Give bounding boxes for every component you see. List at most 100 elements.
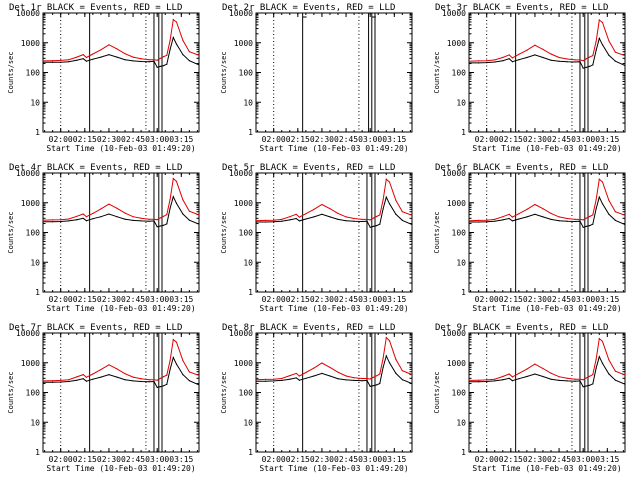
chart-panel: Det 3r BLACK = Events, RED = LLD 1 10 100 10… bbox=[433, 3, 626, 153]
events-data-point bbox=[395, 213, 397, 215]
events-data-point bbox=[526, 375, 528, 378]
x-tick-label: 02:30 bbox=[310, 135, 334, 144]
events-data-point bbox=[382, 208, 384, 210]
events-data-point bbox=[361, 220, 363, 223]
chart-panel: Det 7r BLACK = Events, RED = LLD 1 10 100 10… bbox=[7, 323, 200, 473]
events-data-point bbox=[550, 59, 552, 61]
lld-series-line bbox=[256, 336, 412, 381]
events-data-point bbox=[534, 213, 536, 215]
events-data-point bbox=[175, 202, 178, 204]
y-axis-label: Counts/sec bbox=[433, 211, 441, 253]
lld-data-point bbox=[579, 378, 581, 380]
events-data-point bbox=[388, 362, 391, 364]
y-tick-label: 1 bbox=[35, 448, 40, 457]
events-data-point bbox=[388, 203, 391, 205]
events-data-point bbox=[156, 386, 158, 388]
events-data-point bbox=[68, 380, 70, 383]
lld-data-point bbox=[494, 218, 496, 220]
events-data-point bbox=[198, 384, 199, 386]
lld-data-point bbox=[100, 369, 102, 371]
lld-data-point bbox=[372, 217, 374, 219]
events-data-point bbox=[159, 386, 161, 388]
events-data-point bbox=[614, 379, 617, 381]
lld-data-point bbox=[43, 219, 44, 221]
lld-data-point bbox=[366, 377, 368, 380]
events-data-point bbox=[382, 366, 384, 368]
lld-data-point bbox=[511, 376, 513, 378]
y-tick-label: 100 bbox=[26, 229, 41, 238]
events-data-point bbox=[188, 380, 190, 382]
events-data-point bbox=[566, 220, 568, 222]
events-data-point bbox=[608, 54, 610, 56]
lld-data-point bbox=[566, 377, 568, 379]
lld-series-line bbox=[256, 178, 412, 222]
lld-data-point bbox=[321, 203, 323, 206]
events-data-point bbox=[76, 219, 78, 221]
y-axis-label: Counts/sec bbox=[220, 211, 228, 253]
lld-data-point bbox=[148, 59, 150, 61]
events-data-point bbox=[486, 62, 488, 64]
lld-data-point bbox=[508, 54, 510, 56]
lld-series-line bbox=[469, 337, 625, 381]
lld-data-point bbox=[159, 57, 161, 59]
lld-data-point bbox=[82, 374, 84, 376]
lld-data-point bbox=[43, 60, 44, 62]
plot-frame bbox=[255, 172, 413, 293]
lld-data-point bbox=[526, 368, 528, 370]
chart-panel: Det 1r BLACK = Events, RED = LLD 1 10 100 10… bbox=[7, 3, 200, 153]
y-tick-label: 100 bbox=[26, 69, 41, 78]
lld-data-point bbox=[172, 19, 174, 21]
events-data-point bbox=[60, 220, 62, 223]
lld-data-point bbox=[92, 53, 94, 55]
events-data-point bbox=[574, 380, 576, 382]
events-data-point bbox=[76, 59, 78, 61]
lld-data-point bbox=[85, 56, 87, 59]
chart-panel: Det 8r BLACK = Events, RED = LLD 1 10 100 10… bbox=[220, 323, 413, 473]
x-tick-label: 02:00 bbox=[475, 135, 499, 144]
lld-data-point bbox=[166, 374, 168, 376]
events-data-point bbox=[369, 385, 371, 387]
events-data-point bbox=[353, 379, 355, 381]
events-data-point bbox=[411, 224, 412, 226]
events-data-point bbox=[124, 379, 126, 381]
x-tick-label: 02:30 bbox=[310, 455, 334, 464]
x-tick-label: 03:15 bbox=[169, 135, 193, 144]
lld-data-point bbox=[148, 379, 150, 381]
lld-data-point bbox=[566, 217, 568, 220]
y-tick-label: 10 bbox=[243, 258, 253, 267]
plot-frame bbox=[42, 172, 200, 293]
lld-data-point bbox=[579, 59, 581, 61]
y-tick-label: 1 bbox=[248, 448, 253, 457]
chart-title: Det 1r BLACK = Events, RED = LLD bbox=[9, 3, 182, 13]
lld-data-point bbox=[188, 51, 190, 53]
lld-data-point bbox=[337, 371, 339, 373]
lld-data-point bbox=[598, 19, 600, 21]
y-tick-label: 1 bbox=[35, 128, 40, 137]
events-data-point bbox=[601, 44, 604, 46]
chart-panel: Det 2r BLACK = Events, RED = LLD 1 10 100 10… bbox=[220, 3, 413, 153]
x-axis-label: Start Time (10-Feb-03 01:49:20) bbox=[259, 144, 408, 153]
lld-data-point bbox=[313, 367, 315, 369]
lld-data-point bbox=[140, 378, 142, 380]
events-data-point bbox=[566, 380, 568, 382]
events-data-point bbox=[85, 380, 87, 382]
events-data-point bbox=[379, 223, 381, 225]
lld-data-point bbox=[379, 214, 381, 216]
events-data-point bbox=[574, 61, 576, 63]
events-data-point bbox=[385, 355, 387, 357]
events-series-line bbox=[43, 36, 199, 68]
y-tick-label: 1000 bbox=[21, 39, 40, 48]
lld-data-point bbox=[598, 178, 600, 180]
events-series-line bbox=[256, 354, 412, 387]
events-data-point bbox=[518, 59, 520, 61]
chart-title: Det 2r BLACK = Events, RED = LLD bbox=[222, 3, 395, 13]
events-data-point bbox=[159, 65, 161, 67]
x-tick-label: 02:00 bbox=[49, 455, 73, 464]
lld-data-point bbox=[289, 216, 291, 218]
events-series-line bbox=[469, 36, 625, 69]
y-tick-label: 1 bbox=[461, 128, 466, 137]
events-series-line bbox=[469, 355, 625, 388]
lld-data-point bbox=[273, 219, 275, 221]
lld-data-point bbox=[558, 56, 560, 59]
events-data-point bbox=[140, 60, 142, 63]
